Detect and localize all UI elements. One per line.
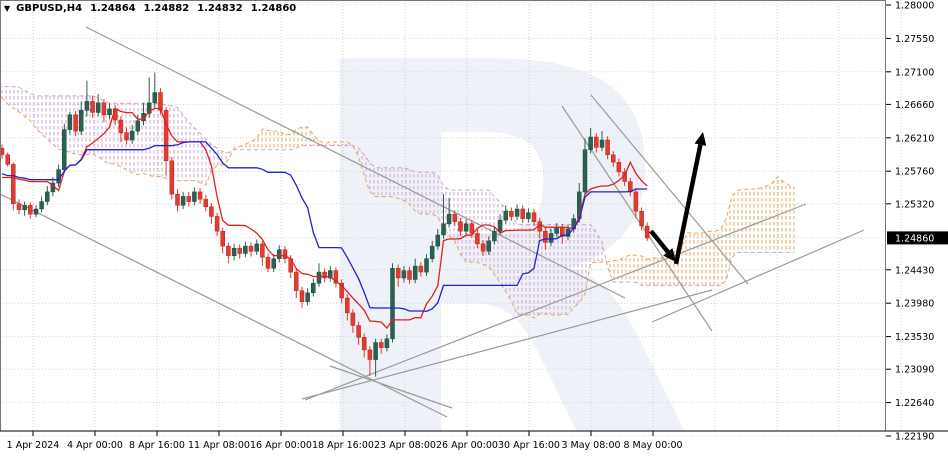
- plot-frame: [0, 0, 948, 432]
- current-price-tag: 1.24860: [887, 231, 948, 245]
- symbol-timeframe-label: GBPUSD,H4: [16, 3, 83, 14]
- time-tick-label: 8 Apr 16:00: [129, 440, 185, 451]
- price-tick-label: 1.26660: [895, 100, 934, 111]
- time-tick-label: 4 Apr 00:00: [67, 440, 123, 451]
- quote-high: 1.24882: [143, 3, 190, 14]
- quote-close: 1.24860: [250, 3, 297, 14]
- time-tick-label: 1 Apr 2024: [7, 440, 60, 451]
- symbol-dropdown-icon[interactable]: ▼: [4, 4, 11, 13]
- price-tick-label: 1.26210: [895, 133, 934, 144]
- time-tick-label: 8 May 00:00: [623, 440, 682, 451]
- time-tick-label: 23 Apr 08:00: [374, 440, 436, 451]
- forecast-arrows[interactable]: [649, 132, 707, 265]
- quote-low: 1.24832: [197, 3, 243, 14]
- senkou-span-b-line: [0, 86, 795, 286]
- time-axis[interactable]: 1 Apr 2024 4 Apr 00:00 8 Apr 16:00 11 Apr 0…: [7, 431, 683, 451]
- price-tick-label: 1.22190: [895, 432, 934, 443]
- price-tick-label: 1.24430: [895, 265, 934, 276]
- time-tick-label: 3 May 08:00: [561, 440, 620, 451]
- tenkan-sen-line: [2, 107, 648, 330]
- price-tick-label: 1.27100: [895, 67, 934, 78]
- ichimoku-cloud: [0, 86, 795, 319]
- price-tick-label: 1.23980: [895, 299, 934, 310]
- price-tick-label: 1.23090: [895, 365, 934, 376]
- quote-open: 1.24864: [90, 3, 136, 14]
- candles: [0, 72, 650, 377]
- price-tick-label: 1.25320: [895, 199, 934, 210]
- time-tick-label: 11 Apr 08:00: [188, 440, 250, 451]
- price-tick-label: 1.25760: [895, 167, 934, 178]
- price-tick-label: 1.28000: [895, 1, 934, 12]
- senkou-span-a-line: [0, 95, 795, 319]
- time-tick-label: 26 Apr 00:00: [436, 440, 498, 451]
- chart-title: ▼ GBPUSD,H4 1.24864 1.24882 1.24832 1.24…: [4, 3, 296, 14]
- trendlines[interactable]: [0, 26, 865, 418]
- price-axis[interactable]: 1.28000 1.27550 1.27100 1.26660 1.26210 1.257…: [886, 1, 948, 443]
- time-tick-label: 16 Apr 00:00: [250, 440, 312, 451]
- svg-text:1.24860: 1.24860: [895, 233, 934, 244]
- time-tick-label: 30 Apr 16:00: [498, 440, 560, 451]
- price-tick-label: 1.23530: [895, 332, 934, 343]
- price-tick-label: 1.27550: [895, 34, 934, 45]
- time-tick-label: 18 Apr 16:00: [312, 440, 374, 451]
- kijun-sen-line: [1, 141, 648, 313]
- price-tick-label: 1.22640: [895, 398, 934, 409]
